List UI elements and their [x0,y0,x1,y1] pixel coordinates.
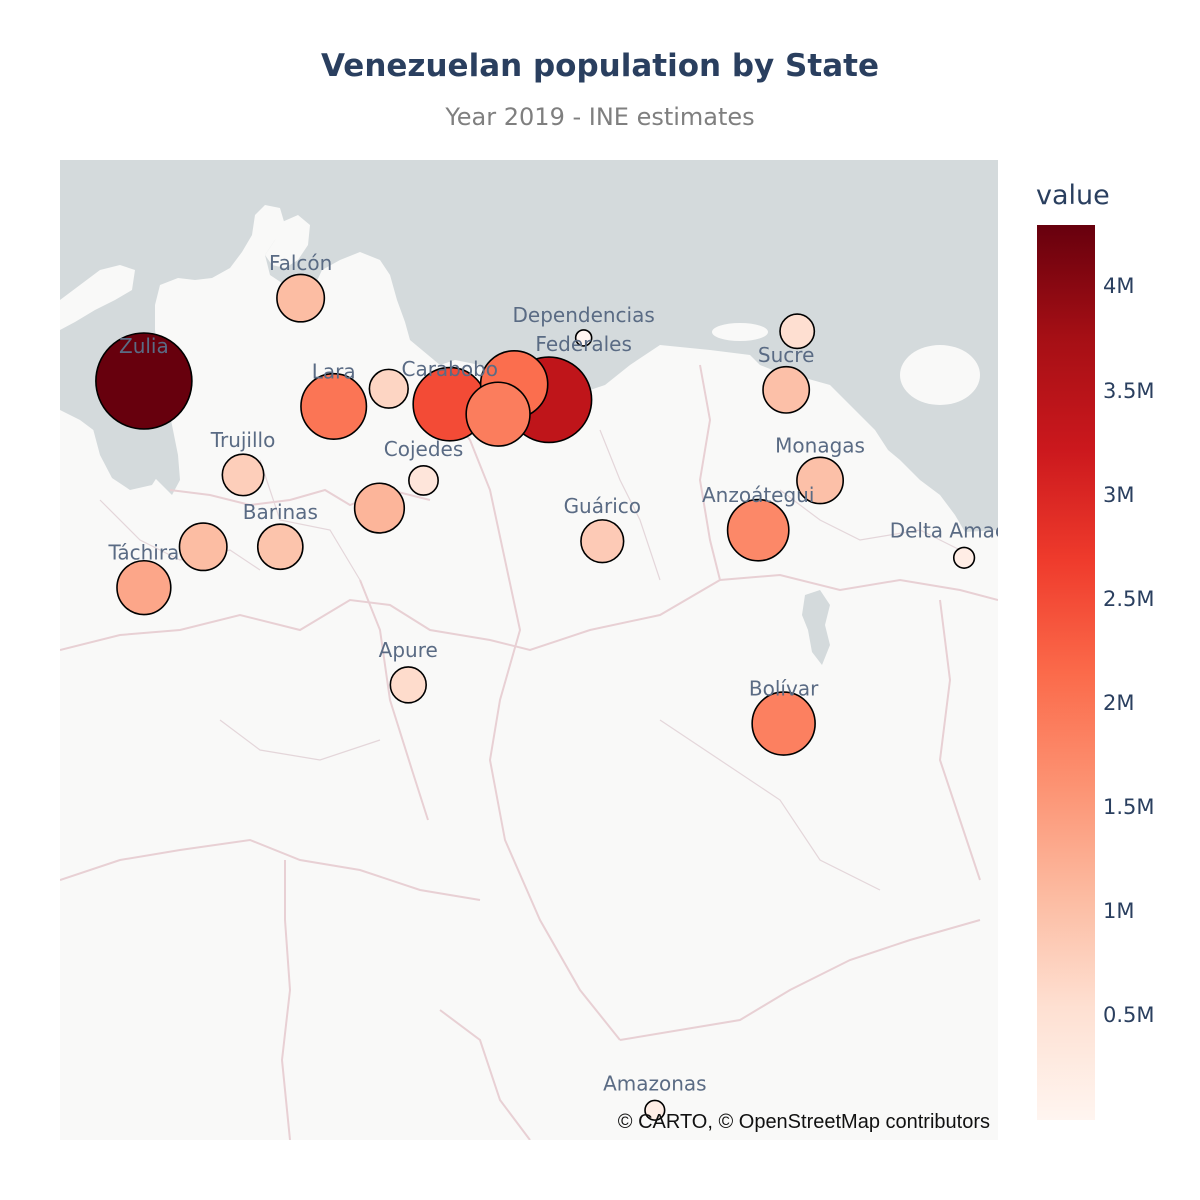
bubble-bol-var[interactable] [751,691,816,756]
bubble-apure[interactable] [389,666,427,704]
state-label-monagas: Monagas [775,433,865,457]
bubble-portuguesa[interactable] [353,482,406,534]
state-label-lara: Lara [312,359,356,383]
state-label-t-chira: Táchira [107,541,179,565]
chart-title: Venezuelan population by State [321,48,879,84]
state-label-zulia: Zulia [119,334,169,358]
colorbar-tick-label: 4M [1103,274,1135,299]
map-attribution[interactable]: © CARTO, © OpenStreetMap contributors [618,1111,990,1133]
bubble-anzo-tegui[interactable] [726,498,790,562]
chart-subtitle: Year 2019 - INE estimates [445,103,755,131]
map-area[interactable]: Zulia Carabobo Lara Anzoátegui Bolívar Táchir… [60,160,998,1140]
guajira-peninsula [60,265,135,330]
state-label-falc-n: Falcón [269,251,332,275]
bubble-layer [95,273,976,1121]
island-margarita [712,323,768,341]
label-layer: Zulia Carabobo Lara Anzoátegui Bolívar Táchir… [107,251,998,1095]
bubble-monagas[interactable] [796,456,845,505]
bubble-aragua[interactable] [465,381,531,447]
state-label-anzo-tegui: Anzoátegui [702,483,814,507]
state-label-apure: Apure [379,638,438,662]
state-label-barinas: Barinas [243,500,318,524]
state-label-dependencias-federales: Dependencias [513,303,655,327]
bubble-delta-amacuro[interactable] [952,546,976,569]
state-label-cojedes: Cojedes [384,437,463,461]
bubble-nueva-esparta[interactable] [779,313,816,350]
colorbar-tick-label: 3.5M [1103,378,1155,403]
colorbar-tick-label: 2M [1103,690,1135,715]
bubble-trujillo[interactable] [221,453,265,497]
state-label-amazonas: Amazonas [603,1071,707,1095]
bubble-t-chira[interactable] [116,559,172,616]
bubble-yaracuy[interactable] [368,368,409,409]
bubble-lara[interactable] [300,372,368,440]
bubble-gu-rico[interactable] [580,519,625,564]
bubble-cojedes[interactable] [408,465,439,496]
minor-borders [99,429,961,891]
colorbar-tick-label: 1.5M [1103,794,1155,819]
state-label-sucre: Sucre [758,343,814,367]
guri-reservoir [802,590,830,665]
state-label-trujillo: Trujillo [210,428,276,452]
state-label-bol-var: Bolívar [749,677,819,701]
bubble-m-rida[interactable] [178,522,228,572]
state-label-delta-amacuro: Delta Amacuro [890,518,998,542]
colorbar-tick-label: 2.5M [1103,586,1155,611]
bubble-dependencias-federales[interactable] [574,329,593,347]
state-label-carabobo: Carabobo [401,357,498,381]
bubble-barinas[interactable] [256,523,304,571]
state-label-dependencias-federales: Federales [535,332,631,356]
paraguana-peninsula [265,215,310,268]
state-label-gu-rico: Guárico [564,494,641,518]
bubble-sucre[interactable] [762,365,811,414]
bubble-amazonas[interactable] [644,1099,666,1121]
bubble-zulia[interactable] [95,332,193,430]
bubble-falc-n[interactable] [276,273,326,323]
island-trinidad [900,345,980,405]
island-curacao [274,220,282,224]
colorbar-tick-label: 3M [1103,482,1135,507]
colorbar-tick-label: 0.5M [1103,1002,1155,1027]
colorbar-tick-label: 1M [1103,898,1135,923]
colorbar-title: value [1036,180,1110,211]
colorbar [1037,225,1095,1120]
